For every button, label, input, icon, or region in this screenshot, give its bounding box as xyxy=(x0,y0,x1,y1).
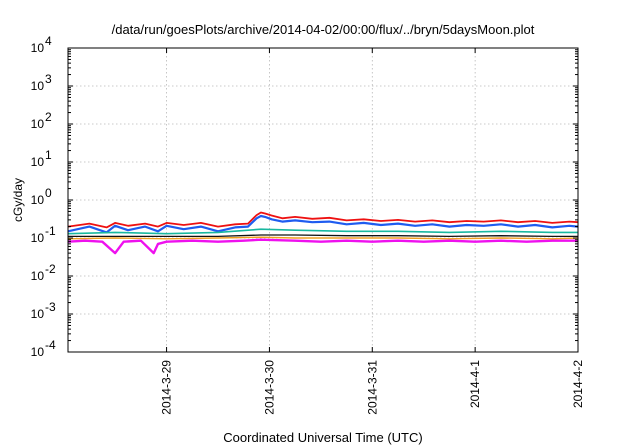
series-line-1 xyxy=(67,211,579,229)
y-tick-exponent: -2 xyxy=(45,262,56,276)
y-tick-label: 10 xyxy=(31,117,45,131)
y-tick-exponent: 2 xyxy=(45,110,52,124)
y-tick-exponent: 3 xyxy=(45,72,52,86)
y-tick-exponent: 4 xyxy=(45,34,52,48)
y-tick-label: 10 xyxy=(31,155,45,169)
x-tick-label: 2014-3-30 xyxy=(262,360,276,415)
y-tick-label: 10 xyxy=(31,307,45,321)
y-tick-label: 10 xyxy=(31,41,45,55)
series-line-3 xyxy=(67,228,578,235)
grid xyxy=(68,48,578,352)
x-axis-label: Coordinated Universal Time (UTC) xyxy=(223,430,422,445)
chart-title: /data/run/goesPlots/archive/2014-04-02/0… xyxy=(112,22,535,37)
y-tick-label: 10 xyxy=(31,193,45,207)
series-line-6 xyxy=(67,238,578,255)
y-tick-label: 10 xyxy=(31,79,45,93)
y-tick-exponent: -4 xyxy=(45,338,56,352)
y-tick-label: 10 xyxy=(31,345,45,359)
y-tick-exponent: -3 xyxy=(45,300,56,314)
series-line-5 xyxy=(67,236,579,240)
series-line-4 xyxy=(68,234,578,238)
y-tick-label: 10 xyxy=(31,269,45,283)
y-tick-exponent: 1 xyxy=(45,148,52,162)
y-tick-exponent: -1 xyxy=(45,224,56,238)
y-tick-exponent: 0 xyxy=(45,186,52,200)
y-tick-label: 10 xyxy=(31,231,45,245)
x-tick-label: 2014-3-29 xyxy=(160,360,174,415)
x-tick-label: 2014-4-1 xyxy=(468,360,482,408)
series-line-2 xyxy=(67,214,579,234)
data-series xyxy=(67,211,579,255)
x-tick-label: 2014-3-31 xyxy=(365,360,379,415)
x-tick-label: 2014-4-2 xyxy=(571,360,585,408)
x-axis: 2014-3-29 2014-3-30 2014-3-31 2014-4-1 2014-… xyxy=(160,48,585,415)
y-axis-label: cGy/day xyxy=(11,178,25,222)
